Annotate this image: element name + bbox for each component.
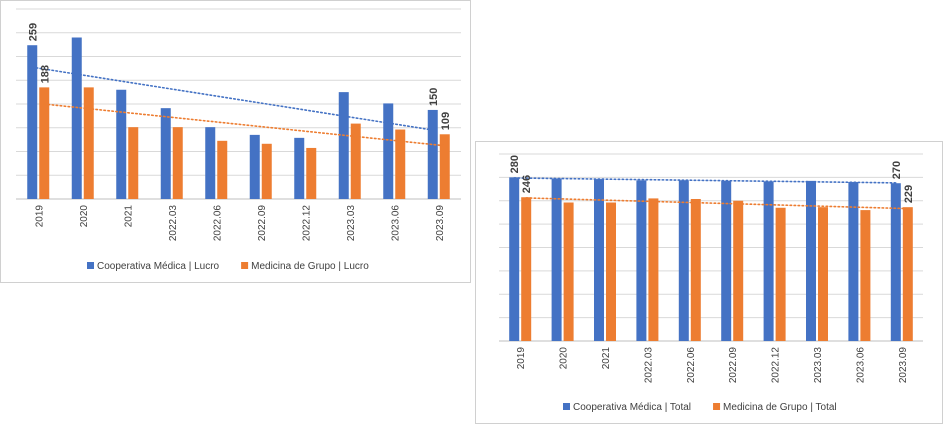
trendline-series-1 bbox=[513, 177, 897, 184]
bar-series-1-2022.12 bbox=[763, 181, 774, 341]
bar-series-2-2022.09 bbox=[261, 143, 272, 199]
series-1-bars bbox=[509, 177, 901, 341]
bar-series-1-2023.09 bbox=[427, 109, 438, 199]
bar-series-2-2021 bbox=[606, 202, 616, 341]
x-tick-label: 2023.03 bbox=[813, 347, 824, 384]
bar-series-2-2022.12 bbox=[306, 147, 317, 199]
legend-label: Medicina de Grupo | Lucro bbox=[251, 261, 369, 272]
legend-label: Medicina de Grupo | Total bbox=[723, 402, 837, 413]
bar-series-2-2022.09 bbox=[733, 200, 744, 341]
bar-series-1-2022.12 bbox=[294, 137, 305, 199]
bar-series-2-2023.03 bbox=[350, 123, 361, 199]
x-tick-label: 2020 bbox=[559, 347, 570, 370]
legend-swatch bbox=[563, 403, 570, 410]
bar-series-1-2020 bbox=[71, 37, 82, 199]
bar-series-1-2022.09 bbox=[721, 180, 732, 341]
bar-series-1-2021 bbox=[594, 179, 604, 341]
bar-series-1-2022.06 bbox=[205, 127, 216, 199]
bar-series-2-2022.12 bbox=[775, 207, 786, 341]
legend-label: Cooperativa Médica | Lucro bbox=[97, 261, 220, 272]
legend: Cooperativa Médica | Lucro Medicina de Gr… bbox=[87, 261, 369, 272]
legend: Cooperativa Médica | Total Medicina de Gr… bbox=[563, 402, 837, 413]
bar-series-2-2020 bbox=[563, 202, 574, 341]
bar-series-2-2019 bbox=[521, 197, 532, 341]
data-label: 109 bbox=[440, 112, 452, 130]
bar-series-1-2023.03 bbox=[338, 92, 349, 199]
legend-swatch bbox=[713, 403, 721, 410]
chart-panel-lucro: 259 188 150 109 2019 2020 2021 2022.03 2022.06 20… bbox=[0, 0, 471, 283]
x-tick-label: 2023.09 bbox=[435, 205, 446, 242]
bar-series-2-2023.09 bbox=[439, 134, 450, 199]
bar-series-2-2023.06 bbox=[395, 129, 406, 199]
bar-series-1-2019 bbox=[509, 177, 520, 341]
bar-series-1-2022.03 bbox=[160, 108, 171, 199]
bar-series-2-2022.03 bbox=[648, 198, 659, 341]
series-2-bars bbox=[521, 197, 913, 341]
bar-series-1-2023.03 bbox=[806, 180, 816, 341]
x-tick-label: 2022.06 bbox=[212, 205, 223, 242]
series-2-bars bbox=[39, 87, 450, 199]
x-tick-label: 2023.03 bbox=[346, 205, 357, 242]
x-tick-label: 2023.06 bbox=[390, 205, 401, 242]
bar-series-2-2022.06 bbox=[217, 140, 228, 199]
x-tick-label: 2022.12 bbox=[301, 205, 312, 242]
x-tick-label: 2022.09 bbox=[728, 347, 739, 384]
x-tick-label: 2023.06 bbox=[855, 347, 866, 384]
bar-series-1-2022.09 bbox=[249, 134, 260, 199]
bar-series-1-2023.09 bbox=[890, 183, 901, 341]
bar-series-1-2021 bbox=[116, 89, 127, 199]
bar-series-1-2019 bbox=[27, 45, 38, 199]
data-label: 229 bbox=[903, 185, 915, 203]
legend-swatch bbox=[87, 262, 94, 269]
bar-series-1-2023.06 bbox=[848, 182, 859, 341]
x-tick-label: 2022.06 bbox=[686, 347, 697, 384]
chart-panel-total: 280 246 270 229 2019 2020 2021 2022.03 2022.06 20… bbox=[475, 141, 943, 424]
x-tick-label: 2022.03 bbox=[168, 205, 179, 242]
data-label: 150 bbox=[428, 88, 440, 106]
bar-series-2-2019 bbox=[39, 87, 50, 199]
data-label: 280 bbox=[509, 155, 521, 173]
bar-series-2-2023.06 bbox=[860, 210, 871, 341]
bar-series-2-2023.03 bbox=[818, 207, 828, 341]
bar-series-2-2022.03 bbox=[172, 127, 183, 199]
bar-series-1-2023.06 bbox=[383, 103, 394, 199]
legend-label: Cooperativa Médica | Total bbox=[573, 402, 691, 413]
x-tick-label: 2021 bbox=[123, 205, 134, 228]
x-tick-label: 2020 bbox=[79, 205, 90, 228]
x-tick-label: 2019 bbox=[516, 347, 527, 370]
x-tick-label: 2022.03 bbox=[643, 347, 654, 384]
bar-series-2-2020 bbox=[83, 87, 94, 199]
series-1-bars bbox=[27, 37, 438, 199]
bar-series-2-2021 bbox=[128, 127, 139, 199]
gridlines bbox=[16, 8, 461, 176]
x-tick-label: 2021 bbox=[601, 347, 612, 370]
data-label: 270 bbox=[891, 161, 903, 179]
x-tick-label: 2023.09 bbox=[898, 347, 909, 384]
bar-series-2-2022.06 bbox=[690, 198, 701, 341]
data-label: 246 bbox=[521, 175, 533, 193]
bar-series-2-2023.09 bbox=[902, 207, 913, 341]
data-label: 259 bbox=[27, 23, 39, 41]
data-label: 188 bbox=[39, 65, 51, 83]
bar-series-1-2020 bbox=[551, 178, 562, 341]
trendline-series-1 bbox=[31, 66, 434, 131]
x-tick-label: 2022.12 bbox=[771, 347, 782, 384]
bar-series-1-2022.03 bbox=[636, 180, 647, 341]
legend-swatch bbox=[241, 262, 249, 269]
x-tick-label: 2022.09 bbox=[257, 205, 268, 242]
x-tick-label: 2019 bbox=[34, 205, 45, 228]
trendline-series-2 bbox=[43, 103, 446, 147]
bar-series-1-2022.06 bbox=[678, 180, 689, 341]
trendline-series-2 bbox=[525, 197, 909, 210]
